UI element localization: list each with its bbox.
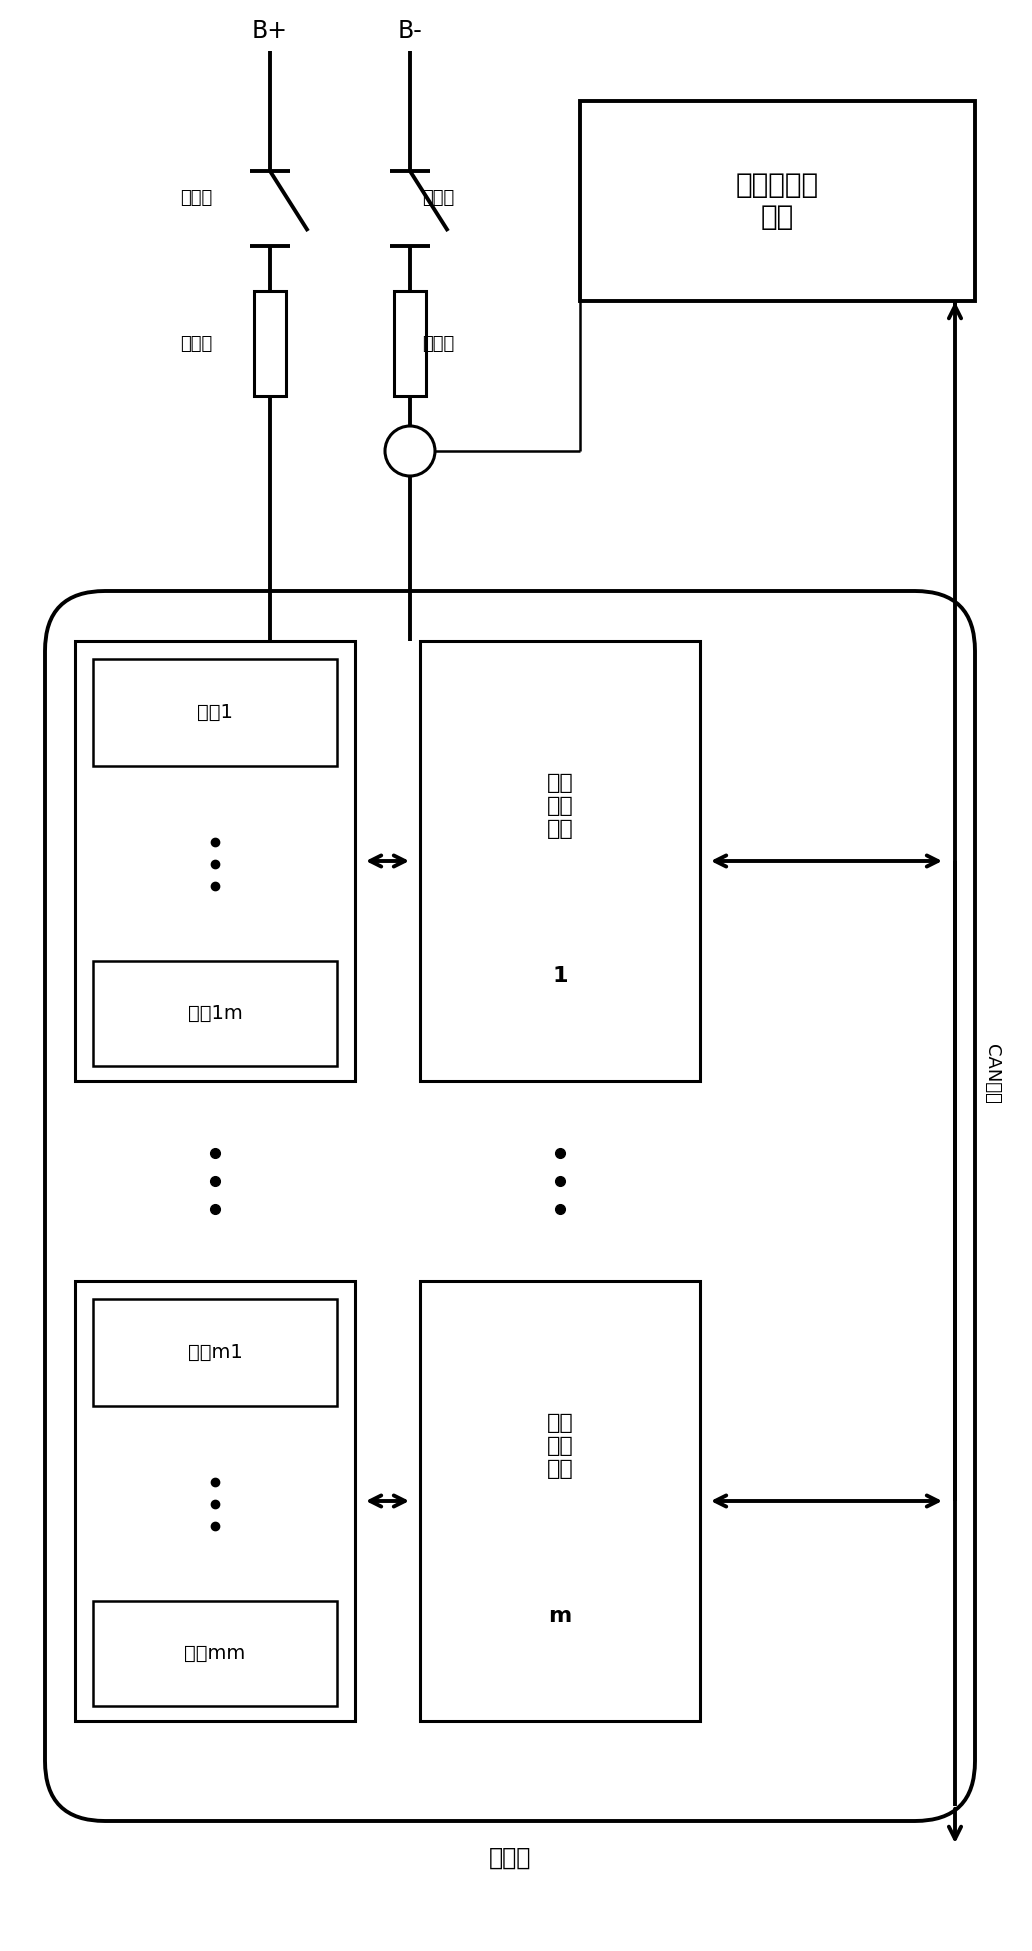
Text: 电池
管理
单元: 电池 管理 单元 <box>547 1413 574 1479</box>
Text: 熔断器: 熔断器 <box>180 334 213 353</box>
Bar <box>394 291 426 396</box>
Text: m: m <box>548 1606 572 1625</box>
Bar <box>93 1299 337 1407</box>
Text: 熔断器: 熔断器 <box>422 334 454 353</box>
Text: 电池1: 电池1 <box>197 702 233 722</box>
Bar <box>75 1282 355 1721</box>
Bar <box>93 962 337 1065</box>
Text: 电池
管理
单元: 电池 管理 单元 <box>547 773 574 839</box>
Bar <box>93 1602 337 1705</box>
Text: CAN总线: CAN总线 <box>983 1044 1001 1104</box>
Text: 电池mm: 电池mm <box>185 1645 246 1662</box>
Bar <box>580 101 975 300</box>
FancyBboxPatch shape <box>45 591 975 1820</box>
Bar <box>254 291 286 396</box>
Circle shape <box>385 425 436 476</box>
Bar <box>420 642 700 1081</box>
Text: 电池组管理
单元: 电池组管理 单元 <box>736 172 819 232</box>
Text: 电池组: 电池组 <box>489 1846 531 1869</box>
Text: 电池m1: 电池m1 <box>188 1342 243 1362</box>
Text: 接触器: 接触器 <box>180 189 213 207</box>
Bar <box>420 1282 700 1721</box>
Text: 电池1m: 电池1m <box>188 1005 243 1022</box>
Text: B-: B- <box>397 20 422 43</box>
Bar <box>75 642 355 1081</box>
Text: 1: 1 <box>552 966 568 985</box>
Text: B+: B+ <box>252 20 288 43</box>
Bar <box>93 659 337 767</box>
Text: 接触器: 接触器 <box>422 189 454 207</box>
